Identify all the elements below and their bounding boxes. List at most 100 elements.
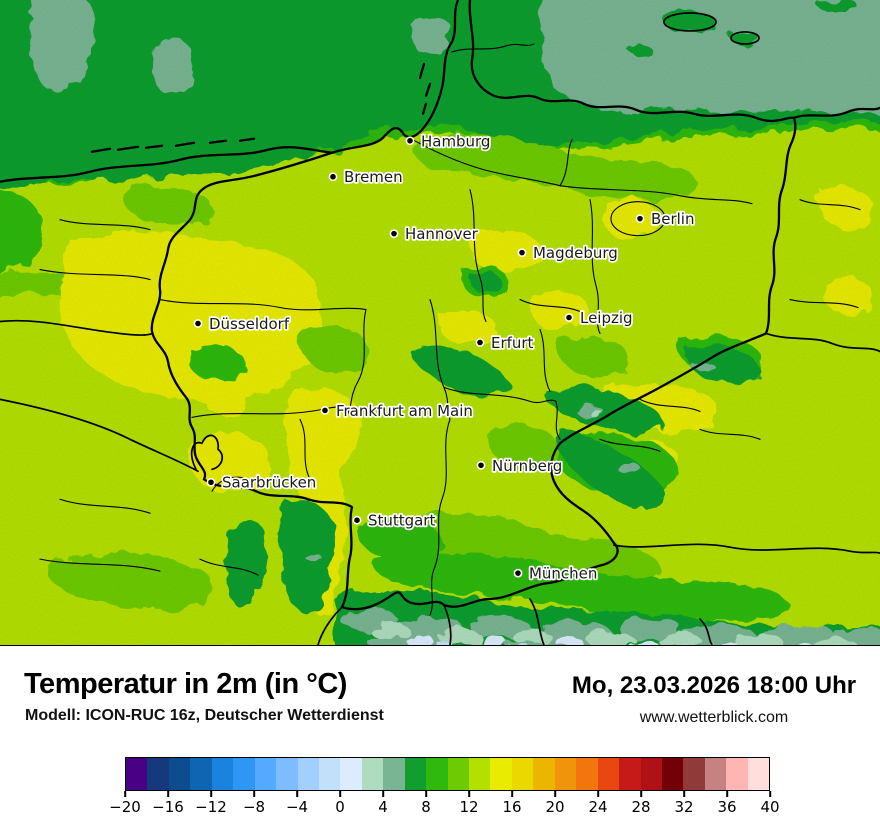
city-berlin: Berlin	[635, 208, 696, 230]
colorbar-axis: −20 −16 −12 −8 −4 0 4 8 12 16 20 24 28 32 36 40	[109, 791, 780, 821]
city-dot	[389, 229, 399, 239]
colorbar-tick	[597, 791, 599, 797]
city-dot	[513, 568, 523, 578]
city-label: Leipzig	[580, 309, 633, 327]
valid-datetime: Mo, 23.03.2026 18:00 Uhr	[571, 672, 857, 699]
colorbar-segment	[726, 758, 748, 790]
city-dot	[320, 405, 330, 415]
colorbar-segment	[147, 758, 169, 790]
header-right-block: Mo, 23.03.2026 18:00 Uhr www.wetterblick…	[564, 672, 864, 727]
city-hamburg: Hamburg	[405, 131, 492, 152]
city-label: Magdeburg	[533, 244, 618, 262]
colorbar-tick	[253, 791, 255, 797]
map-canvas: Hamburg Bremen Hannover Berlin Magdeburg Düss…	[0, 0, 880, 645]
colorbar-segment	[297, 758, 319, 790]
colorbar-segment	[661, 758, 684, 790]
colorbar-segment	[404, 758, 427, 790]
coastlines	[0, 0, 880, 183]
model-subtitle: Modell: ICON-RUC 16z, Deutscher Wetterdi…	[25, 707, 384, 724]
temperature-map: Hamburg Bremen Hannover Berlin Magdeburg Düss…	[0, 0, 880, 646]
city-münchen: München	[513, 563, 599, 584]
neighbor-borders	[0, 319, 880, 645]
colorbar-tick-label: 32	[674, 798, 694, 816]
city-markers: Hamburg Bremen Hannover Berlin Magdeburg Düss…	[193, 131, 696, 584]
colorbar-segment	[276, 758, 298, 790]
colorbar-tick-label: 24	[588, 798, 608, 816]
country-borders	[150, 43, 797, 611]
colorbar-segment	[168, 758, 191, 790]
colorbar-tick	[769, 791, 771, 797]
city-düsseldorf: Düsseldorf	[193, 313, 292, 335]
city-label: Frankfurt am Main	[336, 402, 473, 420]
city-saarbrücken: Saarbrücken	[206, 472, 318, 493]
city-label: Berlin	[651, 210, 694, 228]
colorbar-segment	[597, 758, 620, 790]
colorbar-tick	[425, 791, 427, 797]
city-dot	[193, 319, 203, 328]
city-dot	[476, 460, 486, 470]
colorbar-segment	[126, 758, 148, 790]
colorbar-tick	[167, 791, 169, 797]
colorbar-tick	[683, 791, 685, 797]
colorbar-segment	[469, 758, 491, 790]
colorbar-tick	[124, 791, 126, 797]
state-borders	[39, 135, 861, 616]
colorbar-tick	[382, 791, 384, 797]
colorbar-tick-label: −16	[152, 798, 184, 816]
temperature-colorbar	[125, 757, 770, 791]
colorbar-segment	[576, 758, 598, 790]
city-magdeburg: Magdeburg	[517, 242, 619, 264]
colorbar-segment	[511, 758, 534, 790]
colorbar-tick-label: 4	[378, 798, 388, 816]
colorbar-segment	[747, 758, 770, 790]
pixel-grain-overlay	[0, 0, 880, 645]
colorbar-tick	[296, 791, 298, 797]
colorbar-tick-label: −8	[242, 798, 266, 816]
page-title: Temperatur in 2m (in °C)	[24, 668, 347, 700]
colorbar-tick-label: 36	[717, 798, 737, 816]
colorbar-segment	[318, 758, 341, 790]
website-url: www.wetterblick.com	[639, 709, 789, 726]
city-label: Düsseldorf	[209, 315, 290, 333]
city-bremen: Bremen	[328, 167, 404, 188]
colorbar-segment	[533, 758, 555, 790]
city-dot	[328, 172, 338, 182]
city-frankfurt-am-main: Frankfurt am Main	[320, 400, 475, 422]
city-label: Nürnberg	[492, 457, 562, 475]
colorbar-segment	[190, 758, 212, 790]
colorbar-tick-label: 28	[631, 798, 651, 816]
city-dot	[517, 248, 527, 258]
city-label: Saarbrücken	[222, 474, 316, 492]
colorbar-segment	[211, 758, 234, 790]
city-hannover: Hannover	[389, 223, 480, 245]
colorbar-segment	[447, 758, 469, 790]
colorbar-segment	[361, 758, 384, 790]
colorbar-tick	[554, 791, 556, 797]
city-dot	[405, 136, 415, 146]
colorbar-segment	[383, 758, 405, 790]
colorbar-segment	[704, 758, 727, 790]
colorbar-tick-label: −12	[195, 798, 227, 816]
colorbar-tick-label: −4	[285, 798, 309, 816]
colorbar-tick	[210, 791, 212, 797]
colorbar-segment	[233, 758, 255, 790]
colorbar-segment	[683, 758, 705, 790]
city-dot	[635, 214, 645, 224]
colorbar-tick-label: 8	[421, 798, 431, 816]
colorbar-tick-label: 0	[335, 798, 345, 816]
city-nürnberg: Nürnberg	[476, 455, 564, 476]
colorbar-tick	[339, 791, 341, 797]
city-label: Stuttgart	[368, 512, 435, 530]
colorbar-tick	[726, 791, 728, 797]
colorbar-segment	[340, 758, 362, 790]
colorbar-segment	[554, 758, 577, 790]
city-leipzig: Leipzig	[564, 307, 634, 329]
colorbar-segment	[254, 758, 277, 790]
colorbar-tick-label: 12	[459, 798, 479, 816]
city-dot	[206, 477, 216, 487]
colorbar-tick	[468, 791, 470, 797]
colorbar-segment	[490, 758, 512, 790]
colorbar-segment	[640, 758, 662, 790]
colorbar-tick	[640, 791, 642, 797]
city-label: Bremen	[344, 168, 403, 186]
